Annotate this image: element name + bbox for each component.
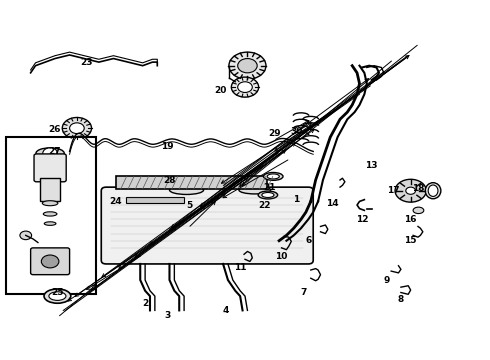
Text: 14: 14 bbox=[326, 199, 339, 208]
Text: 19: 19 bbox=[161, 141, 173, 150]
Circle shape bbox=[70, 123, 84, 134]
Text: 2: 2 bbox=[142, 299, 148, 308]
Text: 15: 15 bbox=[404, 236, 417, 245]
Bar bbox=[125, 197, 184, 203]
Circle shape bbox=[41, 255, 59, 268]
Ellipse shape bbox=[42, 201, 58, 206]
Text: 29: 29 bbox=[268, 129, 281, 138]
Text: 16: 16 bbox=[404, 215, 417, 224]
Text: 18: 18 bbox=[412, 184, 424, 193]
Text: 21: 21 bbox=[263, 183, 275, 192]
Text: 20: 20 bbox=[215, 86, 227, 95]
Ellipse shape bbox=[413, 207, 424, 213]
Text: 25: 25 bbox=[51, 288, 64, 297]
Text: 26: 26 bbox=[49, 126, 61, 135]
Bar bbox=[6, 137, 97, 294]
Ellipse shape bbox=[36, 148, 64, 158]
Text: 11: 11 bbox=[234, 263, 246, 272]
Circle shape bbox=[229, 52, 266, 79]
Ellipse shape bbox=[267, 174, 279, 179]
FancyBboxPatch shape bbox=[30, 248, 70, 275]
FancyBboxPatch shape bbox=[101, 187, 313, 264]
Text: 22: 22 bbox=[258, 201, 271, 210]
Circle shape bbox=[20, 231, 31, 240]
Circle shape bbox=[238, 59, 257, 73]
Ellipse shape bbox=[49, 292, 66, 300]
Text: 10: 10 bbox=[275, 252, 288, 261]
Text: 7: 7 bbox=[300, 288, 307, 297]
Circle shape bbox=[395, 179, 426, 202]
Text: 8: 8 bbox=[398, 295, 404, 304]
Text: 30: 30 bbox=[290, 127, 302, 136]
Ellipse shape bbox=[239, 186, 270, 194]
Bar bbox=[40, 178, 60, 202]
Ellipse shape bbox=[264, 172, 283, 180]
Text: 3: 3 bbox=[164, 311, 170, 320]
Text: 24: 24 bbox=[110, 197, 122, 206]
Ellipse shape bbox=[262, 193, 274, 198]
Text: 17: 17 bbox=[387, 186, 400, 195]
Text: 4: 4 bbox=[222, 306, 229, 315]
Ellipse shape bbox=[428, 185, 438, 197]
Text: 28: 28 bbox=[163, 176, 176, 185]
Ellipse shape bbox=[425, 183, 441, 199]
Ellipse shape bbox=[44, 289, 71, 303]
Text: 1: 1 bbox=[293, 195, 299, 204]
Ellipse shape bbox=[258, 191, 278, 199]
Ellipse shape bbox=[61, 143, 93, 160]
Text: 5: 5 bbox=[186, 201, 192, 210]
Circle shape bbox=[62, 117, 92, 139]
Circle shape bbox=[238, 82, 252, 93]
FancyBboxPatch shape bbox=[34, 154, 66, 182]
Circle shape bbox=[231, 77, 259, 97]
Ellipse shape bbox=[44, 222, 56, 225]
Circle shape bbox=[43, 148, 57, 158]
Text: 6: 6 bbox=[305, 236, 312, 245]
Text: 23: 23 bbox=[80, 58, 93, 67]
Text: 12: 12 bbox=[356, 215, 368, 224]
Ellipse shape bbox=[43, 212, 57, 216]
Text: 9: 9 bbox=[383, 275, 390, 284]
Text: 27: 27 bbox=[49, 147, 61, 156]
Bar bbox=[116, 176, 267, 189]
Circle shape bbox=[406, 187, 416, 194]
Ellipse shape bbox=[170, 185, 203, 194]
Ellipse shape bbox=[65, 145, 89, 158]
Text: 13: 13 bbox=[366, 161, 378, 170]
